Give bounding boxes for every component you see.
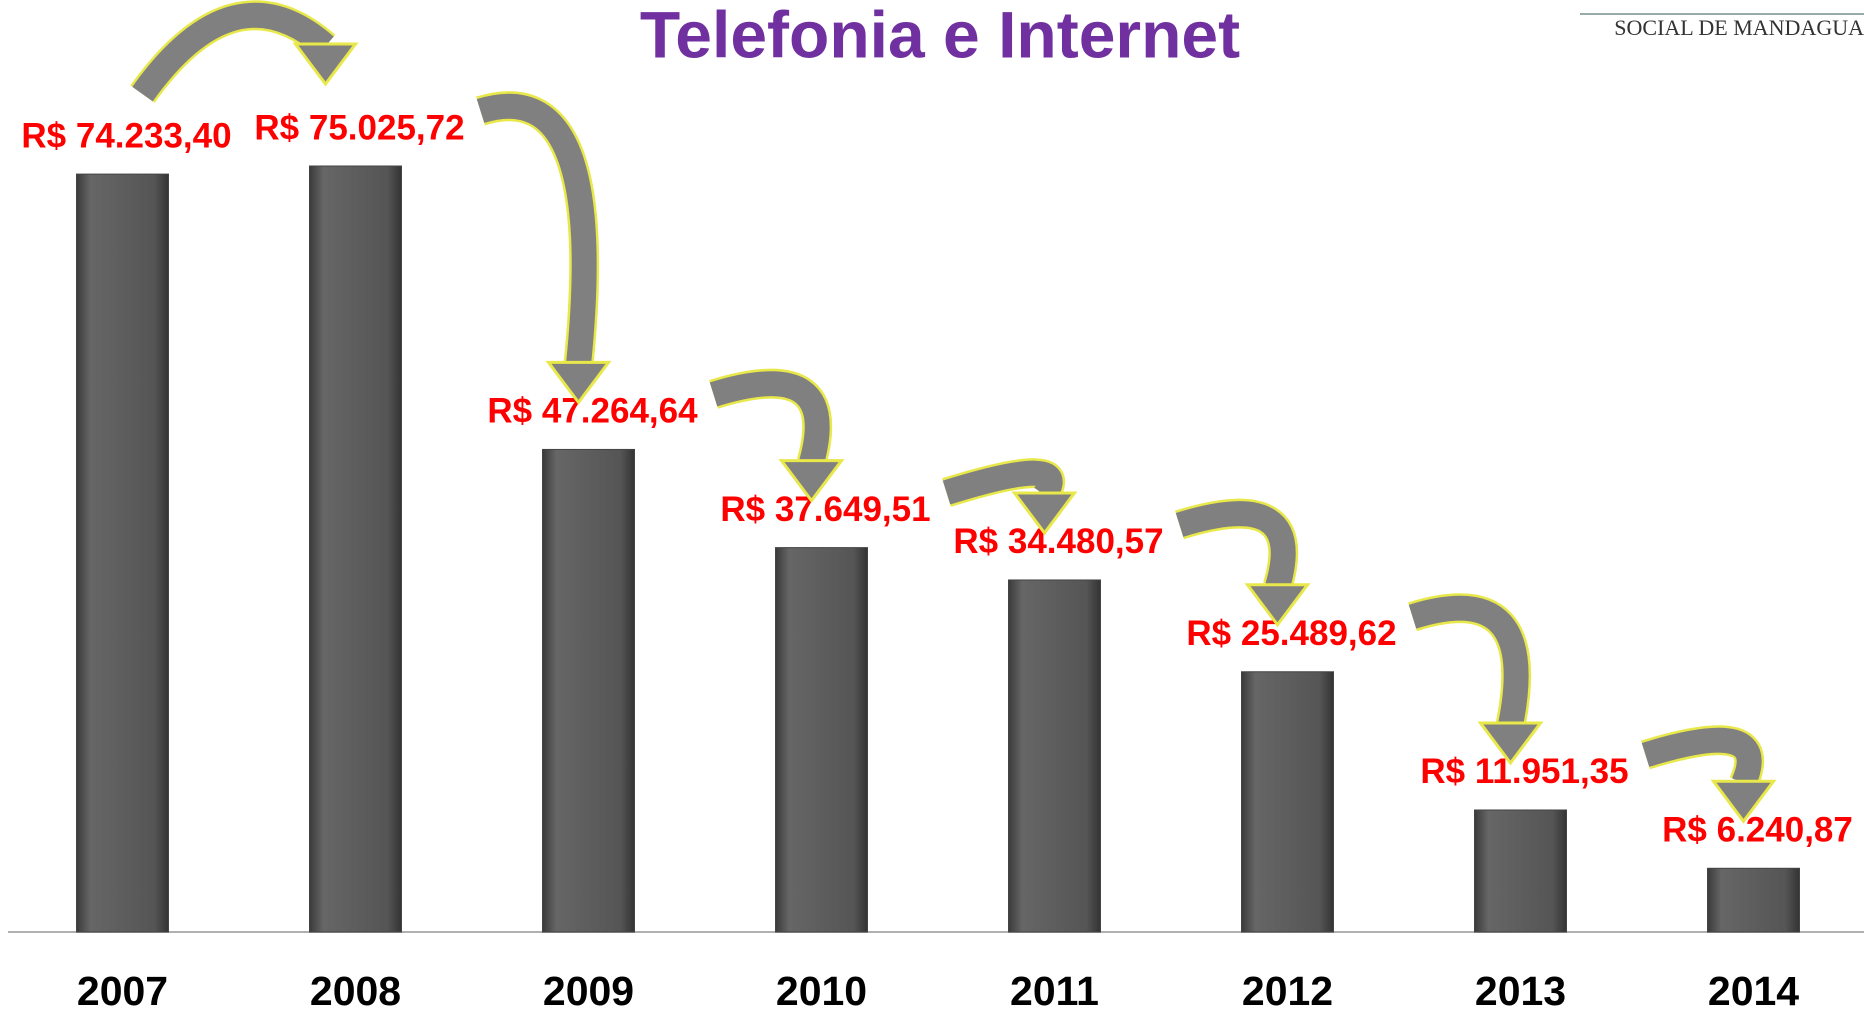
arrow-head xyxy=(292,42,359,87)
arrow-body xyxy=(1641,727,1762,789)
arrow-body xyxy=(1175,501,1296,591)
x-tick-label: 2010 xyxy=(776,968,867,1014)
logo-text: SOCIAL DE MANDAGUA xyxy=(1614,15,1864,40)
bar xyxy=(309,165,402,933)
bar xyxy=(1707,867,1800,933)
arrow-head xyxy=(1244,583,1311,628)
bar xyxy=(1474,809,1567,933)
value-label: R$ 11.951,35 xyxy=(1420,752,1628,791)
arrow-head xyxy=(778,459,845,504)
value-label: R$ 37.649,51 xyxy=(720,490,930,529)
arrow-body xyxy=(132,2,334,102)
value-label: R$ 75.025,72 xyxy=(254,108,464,147)
bar xyxy=(542,448,635,933)
arrow-body xyxy=(476,93,597,366)
value-label: R$ 74.233,40 xyxy=(21,116,231,155)
x-tick-label: 2013 xyxy=(1475,968,1566,1014)
x-tick-label: 2009 xyxy=(543,968,634,1014)
bar xyxy=(76,173,169,933)
bar xyxy=(1241,671,1334,933)
arrow-body xyxy=(1408,595,1529,728)
value-label: R$ 34.480,57 xyxy=(953,522,1163,561)
x-tick-label: 2008 xyxy=(310,968,401,1014)
bar xyxy=(775,547,868,933)
chart-title: Telefonia e Internet xyxy=(640,0,1240,71)
arrow-head xyxy=(1710,779,1777,824)
arrow-head xyxy=(1011,491,1078,536)
x-tick-label: 2011 xyxy=(1010,968,1099,1014)
value-label: R$ 47.264,64 xyxy=(487,392,698,431)
bar xyxy=(1008,579,1101,933)
arrow-body xyxy=(709,371,830,466)
x-tick-label: 2014 xyxy=(1708,968,1799,1014)
value-label: R$ 25.489,62 xyxy=(1186,614,1396,653)
x-tick-label: 2012 xyxy=(1242,968,1333,1014)
arrow-body xyxy=(942,460,1063,505)
arrow-head xyxy=(545,360,612,405)
arrow-head xyxy=(1477,721,1544,766)
value-label: R$ 6.240,87 xyxy=(1662,811,1853,850)
x-tick-label: 2007 xyxy=(77,968,168,1014)
